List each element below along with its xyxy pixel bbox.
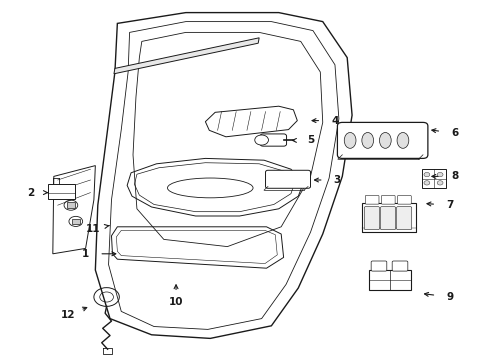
FancyBboxPatch shape (391, 261, 407, 271)
Text: 3: 3 (333, 175, 340, 185)
FancyBboxPatch shape (381, 195, 394, 204)
Text: 4: 4 (330, 116, 338, 126)
Ellipse shape (344, 132, 355, 148)
Text: 5: 5 (306, 135, 313, 145)
Ellipse shape (396, 132, 408, 148)
Circle shape (423, 181, 429, 185)
Text: 9: 9 (446, 292, 452, 302)
Text: 10: 10 (168, 297, 183, 307)
FancyBboxPatch shape (380, 207, 395, 230)
Text: 12: 12 (61, 310, 76, 320)
Circle shape (423, 172, 429, 177)
Circle shape (254, 135, 268, 145)
Polygon shape (205, 106, 297, 137)
FancyBboxPatch shape (361, 203, 415, 232)
FancyBboxPatch shape (421, 169, 445, 188)
Polygon shape (53, 166, 95, 254)
FancyBboxPatch shape (337, 122, 427, 158)
Ellipse shape (379, 132, 390, 148)
Text: 11: 11 (85, 224, 100, 234)
Polygon shape (114, 38, 259, 74)
FancyBboxPatch shape (48, 184, 75, 199)
FancyBboxPatch shape (364, 207, 379, 230)
FancyBboxPatch shape (396, 207, 411, 230)
Text: 6: 6 (450, 128, 457, 138)
Text: 8: 8 (450, 171, 457, 181)
Text: 7: 7 (445, 200, 453, 210)
FancyBboxPatch shape (368, 270, 410, 290)
Bar (67, 202, 75, 208)
FancyBboxPatch shape (397, 195, 410, 204)
Bar (72, 219, 80, 224)
FancyBboxPatch shape (370, 261, 386, 271)
FancyBboxPatch shape (265, 170, 310, 188)
Text: 2: 2 (27, 188, 34, 198)
FancyBboxPatch shape (365, 195, 378, 204)
Ellipse shape (361, 132, 373, 148)
Circle shape (436, 172, 442, 177)
FancyBboxPatch shape (260, 134, 286, 146)
Text: 1: 1 (82, 249, 89, 259)
Circle shape (436, 181, 442, 185)
